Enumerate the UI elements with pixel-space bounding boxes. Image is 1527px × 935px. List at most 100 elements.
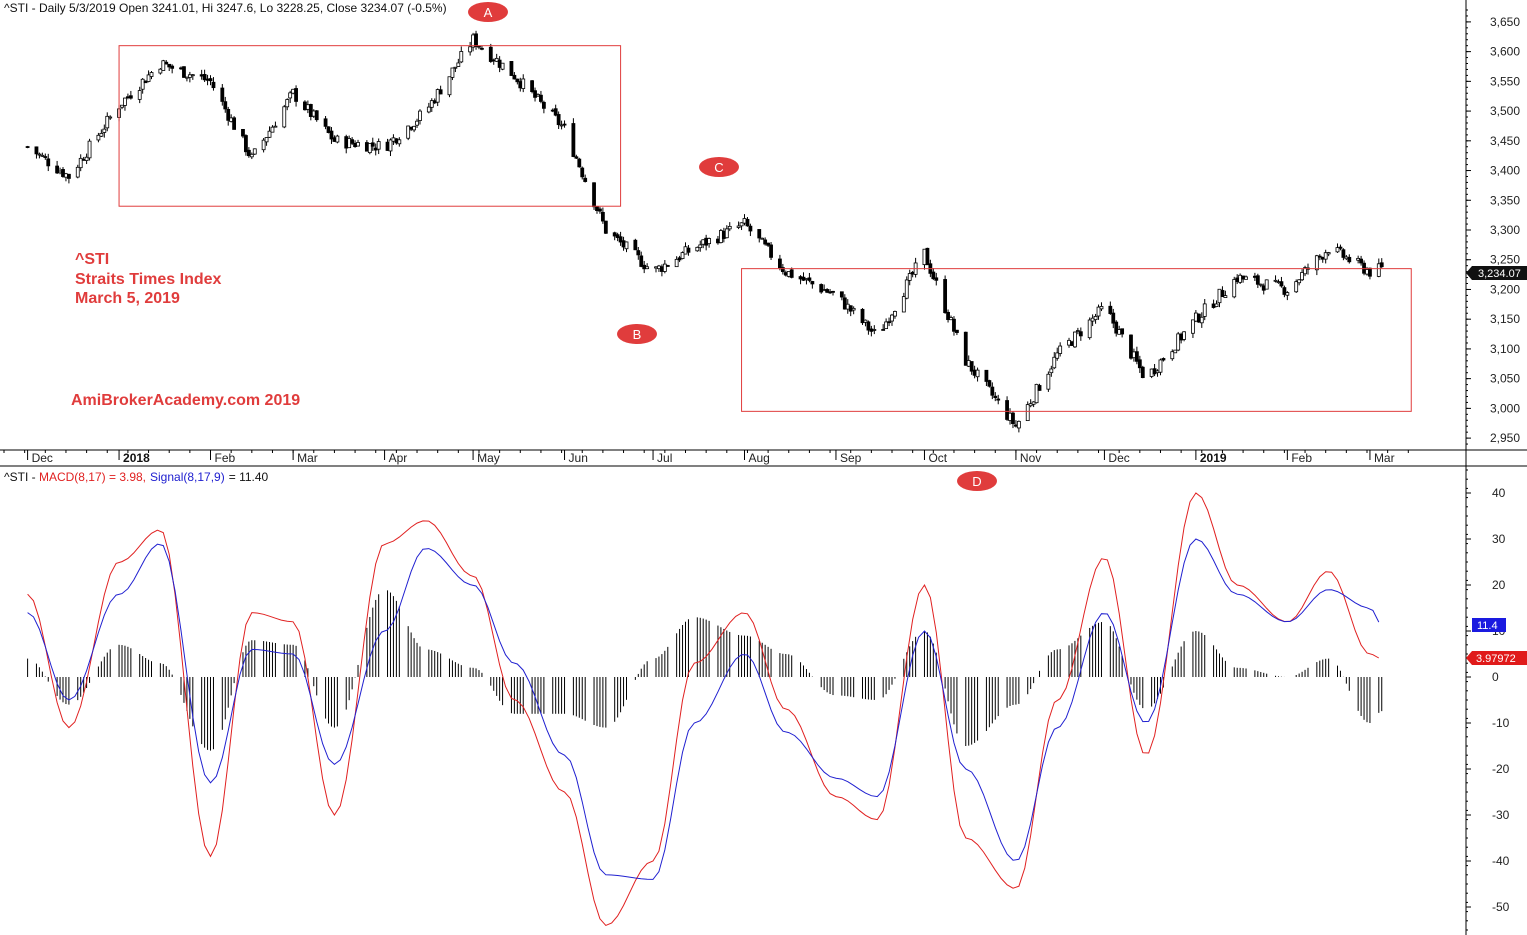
candle-body [385, 141, 390, 151]
price-y-tick-label: 3,550 [1490, 74, 1520, 88]
candle-body [1317, 255, 1322, 258]
candle-body [96, 134, 101, 141]
candle-body [241, 128, 245, 137]
macd-line [27, 492, 1380, 926]
candle-body [314, 110, 319, 121]
candle-body [323, 118, 328, 127]
candle-body [530, 80, 534, 93]
candle-body [1073, 331, 1077, 348]
candle-body [350, 139, 355, 144]
candle-body [789, 269, 794, 278]
month-tick-label: Jun [569, 451, 588, 465]
month-x-axis: Dec 2018 Feb Mar Apr May Jun Jul Aug Sep Oct Nov Dec… [3, 450, 1409, 465]
candle-body [1087, 319, 1092, 339]
candle-body [102, 128, 107, 133]
candle-body [1320, 257, 1325, 260]
candle-body [1220, 290, 1225, 297]
candle-body [680, 252, 685, 259]
candle-body [303, 101, 307, 111]
candle-body [603, 220, 608, 234]
candle-body [872, 329, 877, 331]
candle-body [1129, 334, 1133, 359]
macd-y-tick-label: 0 [1492, 670, 1499, 684]
candle-body [901, 296, 906, 313]
signal-legend-label: Signal(8,17,9) [150, 470, 225, 484]
candle-body [1244, 276, 1248, 280]
candle-body [1347, 256, 1352, 263]
candle-body [202, 74, 207, 81]
macd-y-tick-label: 20 [1492, 578, 1506, 592]
candle-body [347, 138, 352, 149]
candle-body [556, 114, 561, 126]
candle-body [783, 272, 788, 276]
macd-y-tick-label: -10 [1492, 716, 1510, 730]
candle-body [574, 156, 579, 159]
candle-body [394, 138, 399, 144]
price-y-tick-label: 3,000 [1490, 401, 1520, 415]
candle-body [533, 90, 537, 98]
candle-body [211, 81, 216, 89]
candle-body [925, 247, 930, 266]
price-candles [25, 30, 1384, 433]
candle-body [719, 230, 723, 244]
candle-body [1078, 331, 1083, 337]
candle-body [987, 380, 992, 387]
candle-body [801, 276, 806, 281]
candle-body [1202, 303, 1207, 317]
macd-y-tick-label: 40 [1492, 486, 1506, 500]
macd-value-badge: 3.97972 [1466, 651, 1527, 665]
candle-body [1114, 321, 1119, 334]
candle-body [1196, 313, 1201, 323]
candle-body [1108, 305, 1113, 314]
candle-body [1282, 287, 1287, 295]
candle-body [329, 130, 334, 140]
candle-body [822, 289, 827, 292]
candle-body [539, 94, 543, 102]
candle-body [1132, 351, 1136, 359]
candle-body [397, 139, 402, 145]
candle-body [285, 99, 290, 108]
candle-body [1170, 351, 1175, 360]
candle-body [975, 369, 980, 378]
candle-body [459, 51, 464, 63]
month-tick-label: Dec [32, 451, 53, 465]
candle-body [509, 61, 514, 76]
candle-body [1273, 279, 1278, 282]
candle-body [164, 61, 169, 65]
candle-body [866, 321, 871, 331]
macd-y-tick-label: -50 [1492, 900, 1510, 914]
candle-body [158, 68, 163, 74]
candle-body [955, 329, 959, 333]
candle-body [75, 166, 80, 178]
candle-body [825, 289, 830, 293]
candle-body [43, 156, 48, 158]
candle-body [388, 139, 393, 152]
annotation-ticker: ^STI [75, 251, 109, 268]
chart-annotation: ^STI Straits Times Index March 5, 2019 [75, 251, 222, 307]
candle-body [769, 244, 773, 258]
candle-body [84, 156, 89, 161]
candle-body [356, 142, 360, 147]
candle-body [707, 238, 711, 245]
candle-body [851, 307, 856, 311]
price-y-tick-label: 3,600 [1490, 45, 1520, 59]
candle-body [583, 177, 588, 182]
price-y-tick-label: 3,400 [1490, 164, 1520, 178]
candle-body [1232, 279, 1237, 298]
candle-body [456, 62, 461, 67]
candle-body [1152, 368, 1157, 375]
marker-a-badge [468, 2, 508, 22]
candle-body [512, 74, 517, 80]
candle-body [595, 206, 599, 211]
candle-body [1314, 255, 1319, 271]
candle-body [695, 246, 700, 252]
candle-body [515, 78, 520, 83]
candle-body [1111, 312, 1116, 324]
candle-body [1323, 252, 1328, 260]
candle-body [810, 281, 815, 285]
price-y-tick-label: 3,350 [1490, 193, 1520, 207]
candle-body [618, 236, 623, 243]
candle-body [1052, 356, 1057, 369]
candle-body [1356, 257, 1361, 261]
candle-body [123, 97, 127, 106]
